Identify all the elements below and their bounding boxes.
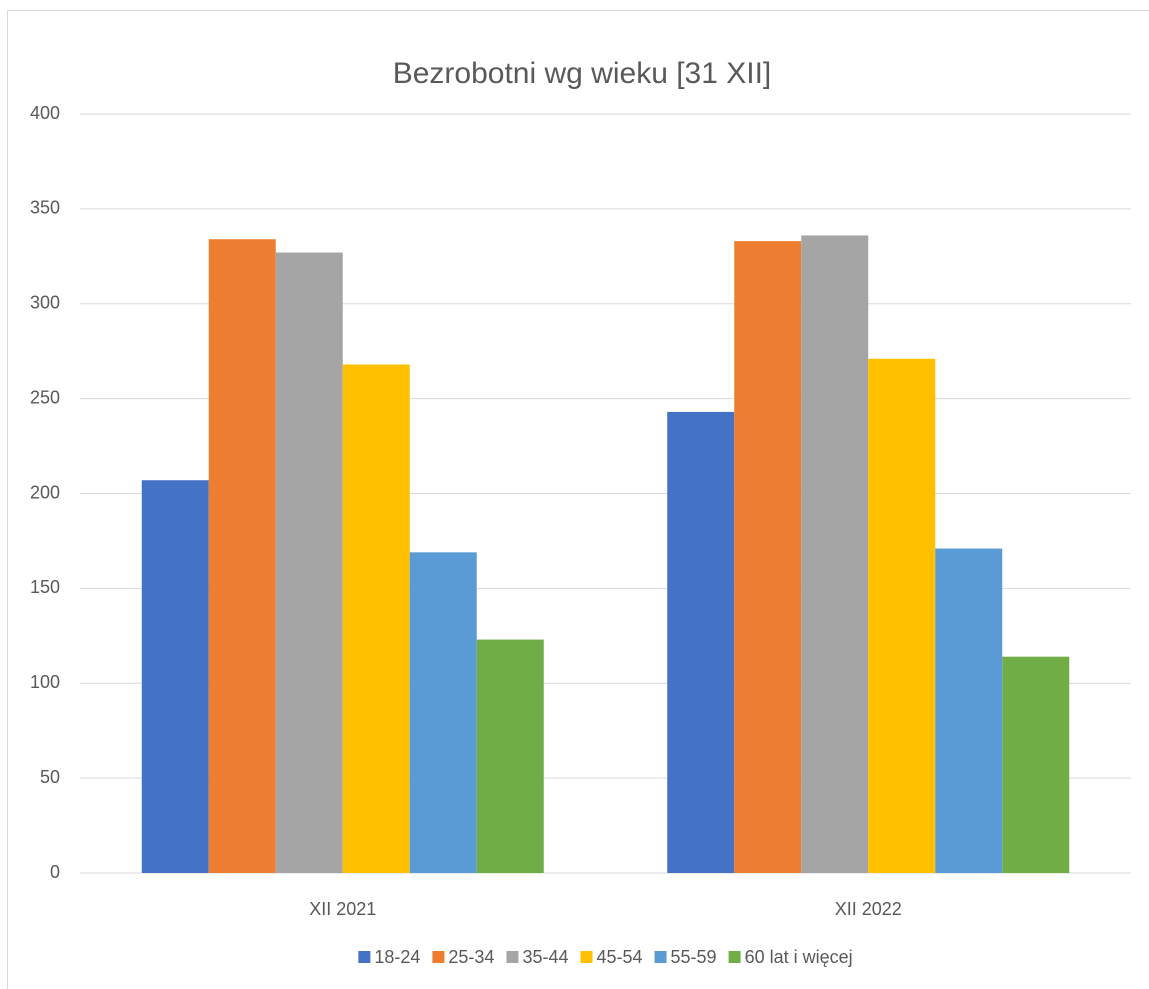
legend-label: 25-34 (448, 947, 494, 967)
bar (868, 358, 936, 874)
bar (734, 241, 802, 873)
legend-swatch (728, 951, 741, 963)
x-tick-label: XII 2022 (835, 899, 902, 919)
legend-swatch (506, 951, 519, 963)
y-tick-label: 0 (50, 862, 60, 882)
legend-label: 60 lat i więcej (745, 947, 853, 967)
legend-swatch (432, 951, 445, 963)
legend-label: 18-24 (374, 947, 420, 967)
y-tick-label: 200 (30, 482, 60, 502)
bar (342, 364, 410, 873)
legend-swatch (654, 951, 667, 963)
y-tick-label: 300 (30, 293, 60, 313)
y-tick-label: 400 (30, 103, 60, 123)
y-tick-label: 50 (40, 767, 60, 787)
bar (141, 480, 209, 873)
x-tick-label: XII 2021 (309, 899, 376, 919)
bar (935, 548, 1003, 873)
bar (208, 239, 276, 874)
bar (409, 552, 477, 873)
legend-label: 35-44 (522, 947, 568, 967)
legend-label: 45-54 (596, 947, 642, 967)
y-tick-label: 350 (30, 198, 60, 218)
chart-title: Bezrobotni wg wieku [31 XII] (393, 57, 772, 90)
bar (1002, 656, 1070, 873)
bar (801, 235, 869, 873)
y-tick-label: 150 (30, 577, 60, 597)
bar (476, 639, 544, 873)
bar (275, 252, 343, 873)
y-tick-label: 250 (30, 387, 60, 407)
legend-label: 55-59 (671, 947, 717, 967)
bar (667, 411, 735, 873)
y-tick-label: 100 (30, 672, 60, 692)
legend-swatch (358, 951, 371, 963)
legend-swatch (580, 951, 593, 963)
